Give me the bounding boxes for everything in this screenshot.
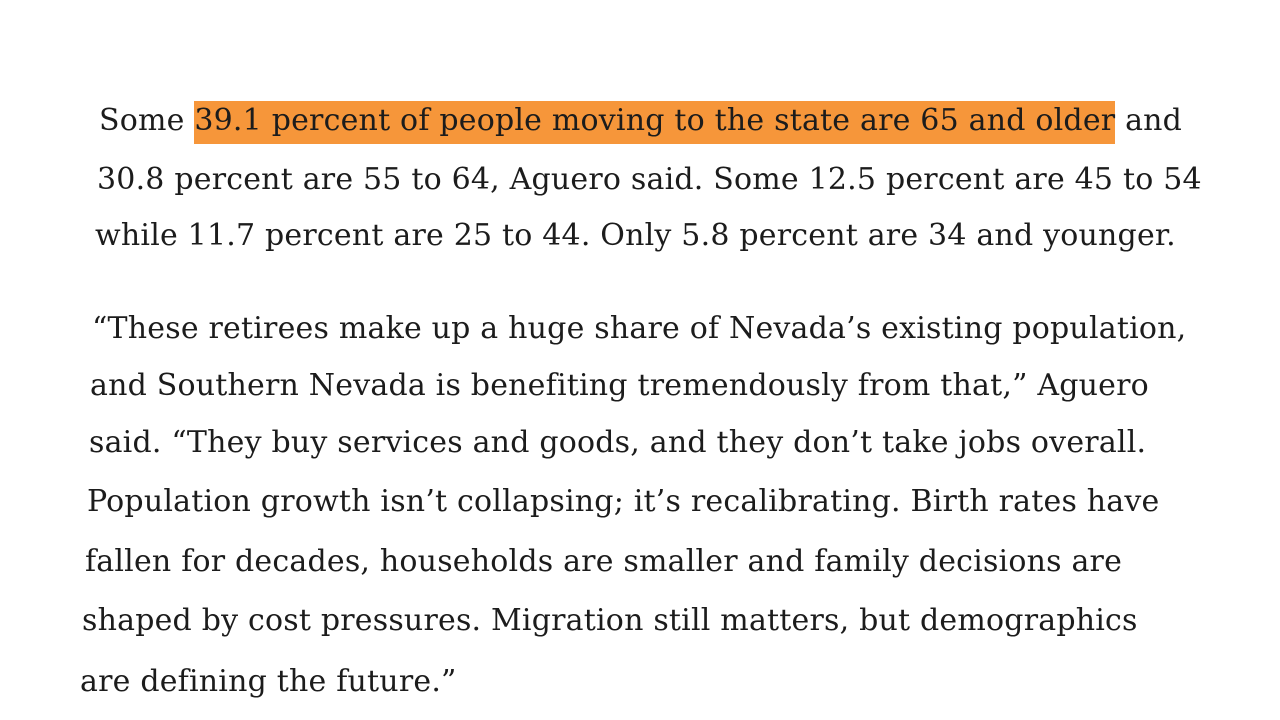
paragraph-line: shaped by cost pressures. Migration stil… (82, 603, 1138, 638)
paragraph-line: “These retirees make up a huge share of … (92, 311, 1187, 346)
line-text: Some (99, 103, 195, 138)
paragraph-line: are defining the future.” (80, 664, 457, 699)
paragraph-line: 30.8 percent are 55 to 64, Aguero said. … (97, 162, 1202, 197)
paragraph-line: Population growth isn’t collapsing; it’s… (87, 484, 1160, 519)
paragraph-line: Some 39.1 percent of people moving to th… (99, 101, 1183, 144)
line-text: and (1115, 103, 1183, 138)
paragraph-line: fallen for decades, households are small… (85, 544, 1123, 579)
paragraph-line: while 11.7 percent are 25 to 44. Only 5.… (95, 218, 1176, 253)
paragraph-line: and Southern Nevada is benefiting tremen… (90, 368, 1149, 403)
highlighted-text[interactable]: 39.1 percent of people moving to the sta… (194, 101, 1116, 144)
paragraph-line: said. “They buy services and goods, and … (89, 425, 1147, 460)
